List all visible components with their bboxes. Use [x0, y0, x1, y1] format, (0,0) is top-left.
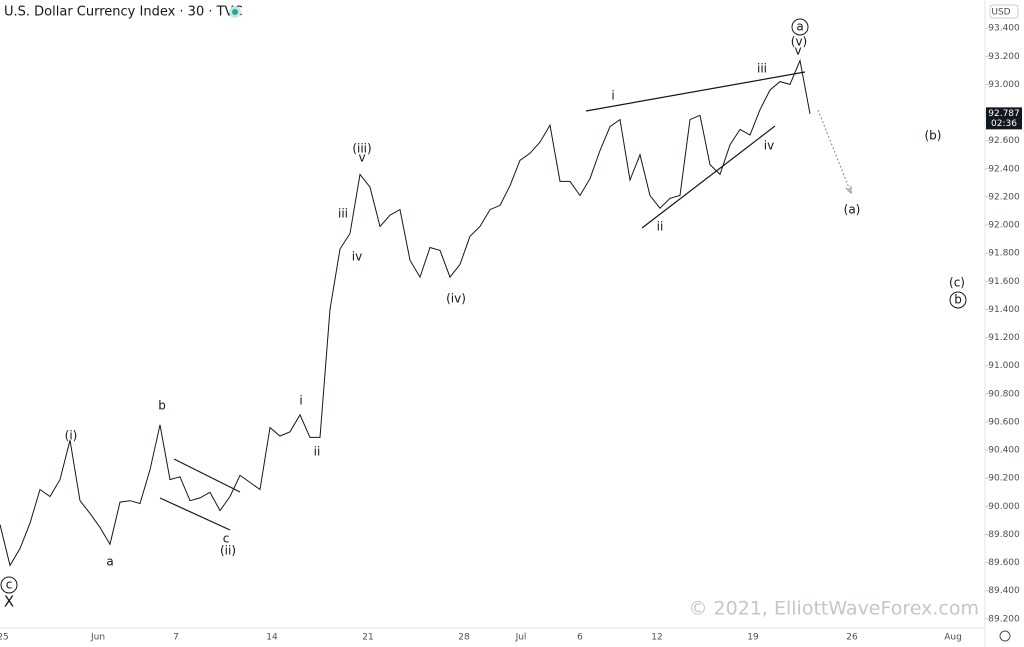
y-tick-label: 91.000: [988, 361, 1020, 371]
wave-circle: [0, 576, 18, 594]
x-tick-label: 7: [173, 633, 179, 643]
y-tick-label: 89.600: [988, 558, 1020, 568]
status-dot-core: [232, 9, 238, 15]
wave-label: (i): [65, 429, 78, 443]
y-tick-label: 92.600: [988, 136, 1020, 146]
y-tick-label: 90.600: [988, 417, 1020, 427]
y-tick-label: 89.800: [988, 530, 1020, 540]
wave-label: (iv): [446, 292, 466, 306]
wave-label: i: [611, 89, 614, 103]
wave-label: (ii): [220, 544, 236, 558]
wave-label: X: [4, 593, 14, 611]
y-tick-label: 89.400: [988, 586, 1020, 596]
wave-label: iii: [757, 62, 767, 76]
wave-label: v: [794, 44, 801, 58]
wave-label: (v): [791, 35, 807, 49]
wave-label: (a): [844, 203, 861, 217]
x-tick-label: 14: [266, 633, 278, 643]
watermark: © 2021, ElliottWaveForex.com: [689, 598, 979, 620]
wave-label: a: [106, 555, 113, 569]
y-tick-label: 91.200: [988, 333, 1020, 343]
wave-label: iv: [352, 250, 362, 264]
wave-label: i: [299, 394, 302, 408]
wave-label: iii: [338, 207, 348, 221]
y-tick-label: 91.800: [988, 249, 1020, 259]
y-tick-label: 90.200: [988, 474, 1020, 484]
wave-label: b: [954, 293, 962, 307]
y-tick-label: 89.200: [988, 614, 1020, 624]
wave-label: c: [6, 578, 13, 592]
projection-arrow-head: [845, 186, 852, 195]
y-tick-label: 90.400: [988, 446, 1020, 456]
last-price: 92.787: [988, 109, 1020, 119]
wave-label: (b): [925, 129, 942, 143]
wave-label: ii: [314, 445, 321, 459]
x-tick-label: 28: [458, 633, 470, 643]
wave-label: v: [358, 151, 365, 165]
countdown: 02:36: [991, 119, 1017, 129]
trend-line: [641, 125, 776, 229]
trend-line: [173, 458, 241, 493]
wave-label: (c): [949, 276, 965, 290]
x-tick-label: 19: [747, 633, 759, 643]
x-tick-label: 25: [0, 633, 9, 643]
x-tick-label: 21: [362, 633, 373, 643]
wave-label: iv: [764, 139, 774, 153]
trend-line: [585, 71, 806, 112]
wave-circle: [791, 18, 809, 36]
y-tick-label: 92.000: [988, 221, 1020, 231]
y-tick-label: 93.400: [988, 24, 1020, 34]
settings-button[interactable]: [999, 630, 1011, 642]
wave-circle: [949, 291, 967, 309]
wave-label: b: [158, 399, 166, 413]
currency: USD: [991, 8, 1010, 18]
x-tick-label: 12: [651, 633, 662, 643]
x-tick-label: 26: [846, 633, 858, 643]
x-tick-label: Jun: [90, 633, 105, 643]
x-tick-label: Jul: [515, 633, 527, 643]
price-line: [0, 58, 811, 567]
wave-label: ii: [657, 220, 664, 234]
wave-label: a: [796, 20, 803, 34]
y-tick-label: 92.400: [988, 164, 1020, 174]
wave-label: (iii): [352, 142, 371, 156]
projection-arrow: [817, 109, 852, 194]
x-tick-label: Aug: [944, 633, 962, 643]
y-tick-label: 90.800: [988, 389, 1020, 399]
currency-button[interactable]: [989, 4, 1019, 19]
x-tick-label: 6: [577, 633, 583, 643]
chart-title: U.S. Dollar Currency Index · 30 · TVC: [4, 5, 243, 20]
last-price-box: [986, 107, 1022, 130]
y-tick-label: 91.400: [988, 305, 1020, 315]
y-tick-label: 93.200: [988, 52, 1020, 62]
y-tick-label: 92.200: [988, 192, 1020, 202]
y-tick-label: 90.000: [988, 502, 1020, 512]
y-tick-label: 91.600: [988, 277, 1020, 287]
wave-label: c: [223, 532, 230, 546]
trend-line: [159, 497, 231, 531]
y-tick-label: 93.000: [988, 80, 1020, 90]
